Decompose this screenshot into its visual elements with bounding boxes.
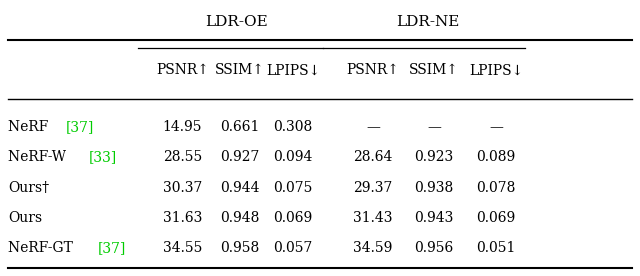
Text: [33]: [33] xyxy=(89,150,117,164)
Text: —: — xyxy=(427,120,441,134)
Text: 31.43: 31.43 xyxy=(353,211,393,225)
Text: 31.63: 31.63 xyxy=(163,211,202,225)
Text: 14.95: 14.95 xyxy=(163,120,202,134)
Text: 0.661: 0.661 xyxy=(220,120,260,134)
Text: Ours†: Ours† xyxy=(8,181,49,195)
Text: LPIPS↓: LPIPS↓ xyxy=(469,63,523,77)
Text: 29.37: 29.37 xyxy=(353,181,393,195)
Text: 0.094: 0.094 xyxy=(273,150,313,164)
Text: 0.308: 0.308 xyxy=(273,120,313,134)
Text: NeRF-W: NeRF-W xyxy=(8,150,70,164)
Text: 30.37: 30.37 xyxy=(163,181,202,195)
Text: 0.089: 0.089 xyxy=(476,150,516,164)
Text: 0.927: 0.927 xyxy=(220,150,260,164)
Text: 28.64: 28.64 xyxy=(353,150,393,164)
Text: 0.057: 0.057 xyxy=(273,242,313,255)
Text: Ours: Ours xyxy=(8,211,42,225)
Text: 0.075: 0.075 xyxy=(273,181,313,195)
Text: LPIPS↓: LPIPS↓ xyxy=(266,63,320,77)
Text: —: — xyxy=(489,120,503,134)
Text: NeRF: NeRF xyxy=(8,120,53,134)
Text: [37]: [37] xyxy=(66,120,95,134)
Text: 0.069: 0.069 xyxy=(273,211,313,225)
Text: [37]: [37] xyxy=(98,242,126,255)
Text: PSNR↑: PSNR↑ xyxy=(156,63,209,77)
Text: 0.944: 0.944 xyxy=(220,181,260,195)
Text: —: — xyxy=(366,120,380,134)
Text: NeRF-GT: NeRF-GT xyxy=(8,242,77,255)
Text: 0.923: 0.923 xyxy=(414,150,454,164)
Text: 0.943: 0.943 xyxy=(414,211,454,225)
Text: 0.069: 0.069 xyxy=(476,211,516,225)
Text: 28.55: 28.55 xyxy=(163,150,202,164)
Text: SSIM↑: SSIM↑ xyxy=(215,63,265,77)
Text: 34.59: 34.59 xyxy=(353,242,393,255)
Text: 0.051: 0.051 xyxy=(476,242,516,255)
Text: LDR-OE: LDR-OE xyxy=(205,15,268,29)
Text: 0.956: 0.956 xyxy=(414,242,454,255)
Text: 0.958: 0.958 xyxy=(220,242,260,255)
Text: 0.938: 0.938 xyxy=(414,181,454,195)
Text: 0.948: 0.948 xyxy=(220,211,260,225)
Text: PSNR↑: PSNR↑ xyxy=(347,63,399,77)
Text: LDR-NE: LDR-NE xyxy=(396,15,460,29)
Text: SSIM↑: SSIM↑ xyxy=(409,63,459,77)
Text: 0.078: 0.078 xyxy=(476,181,516,195)
Text: 34.55: 34.55 xyxy=(163,242,202,255)
